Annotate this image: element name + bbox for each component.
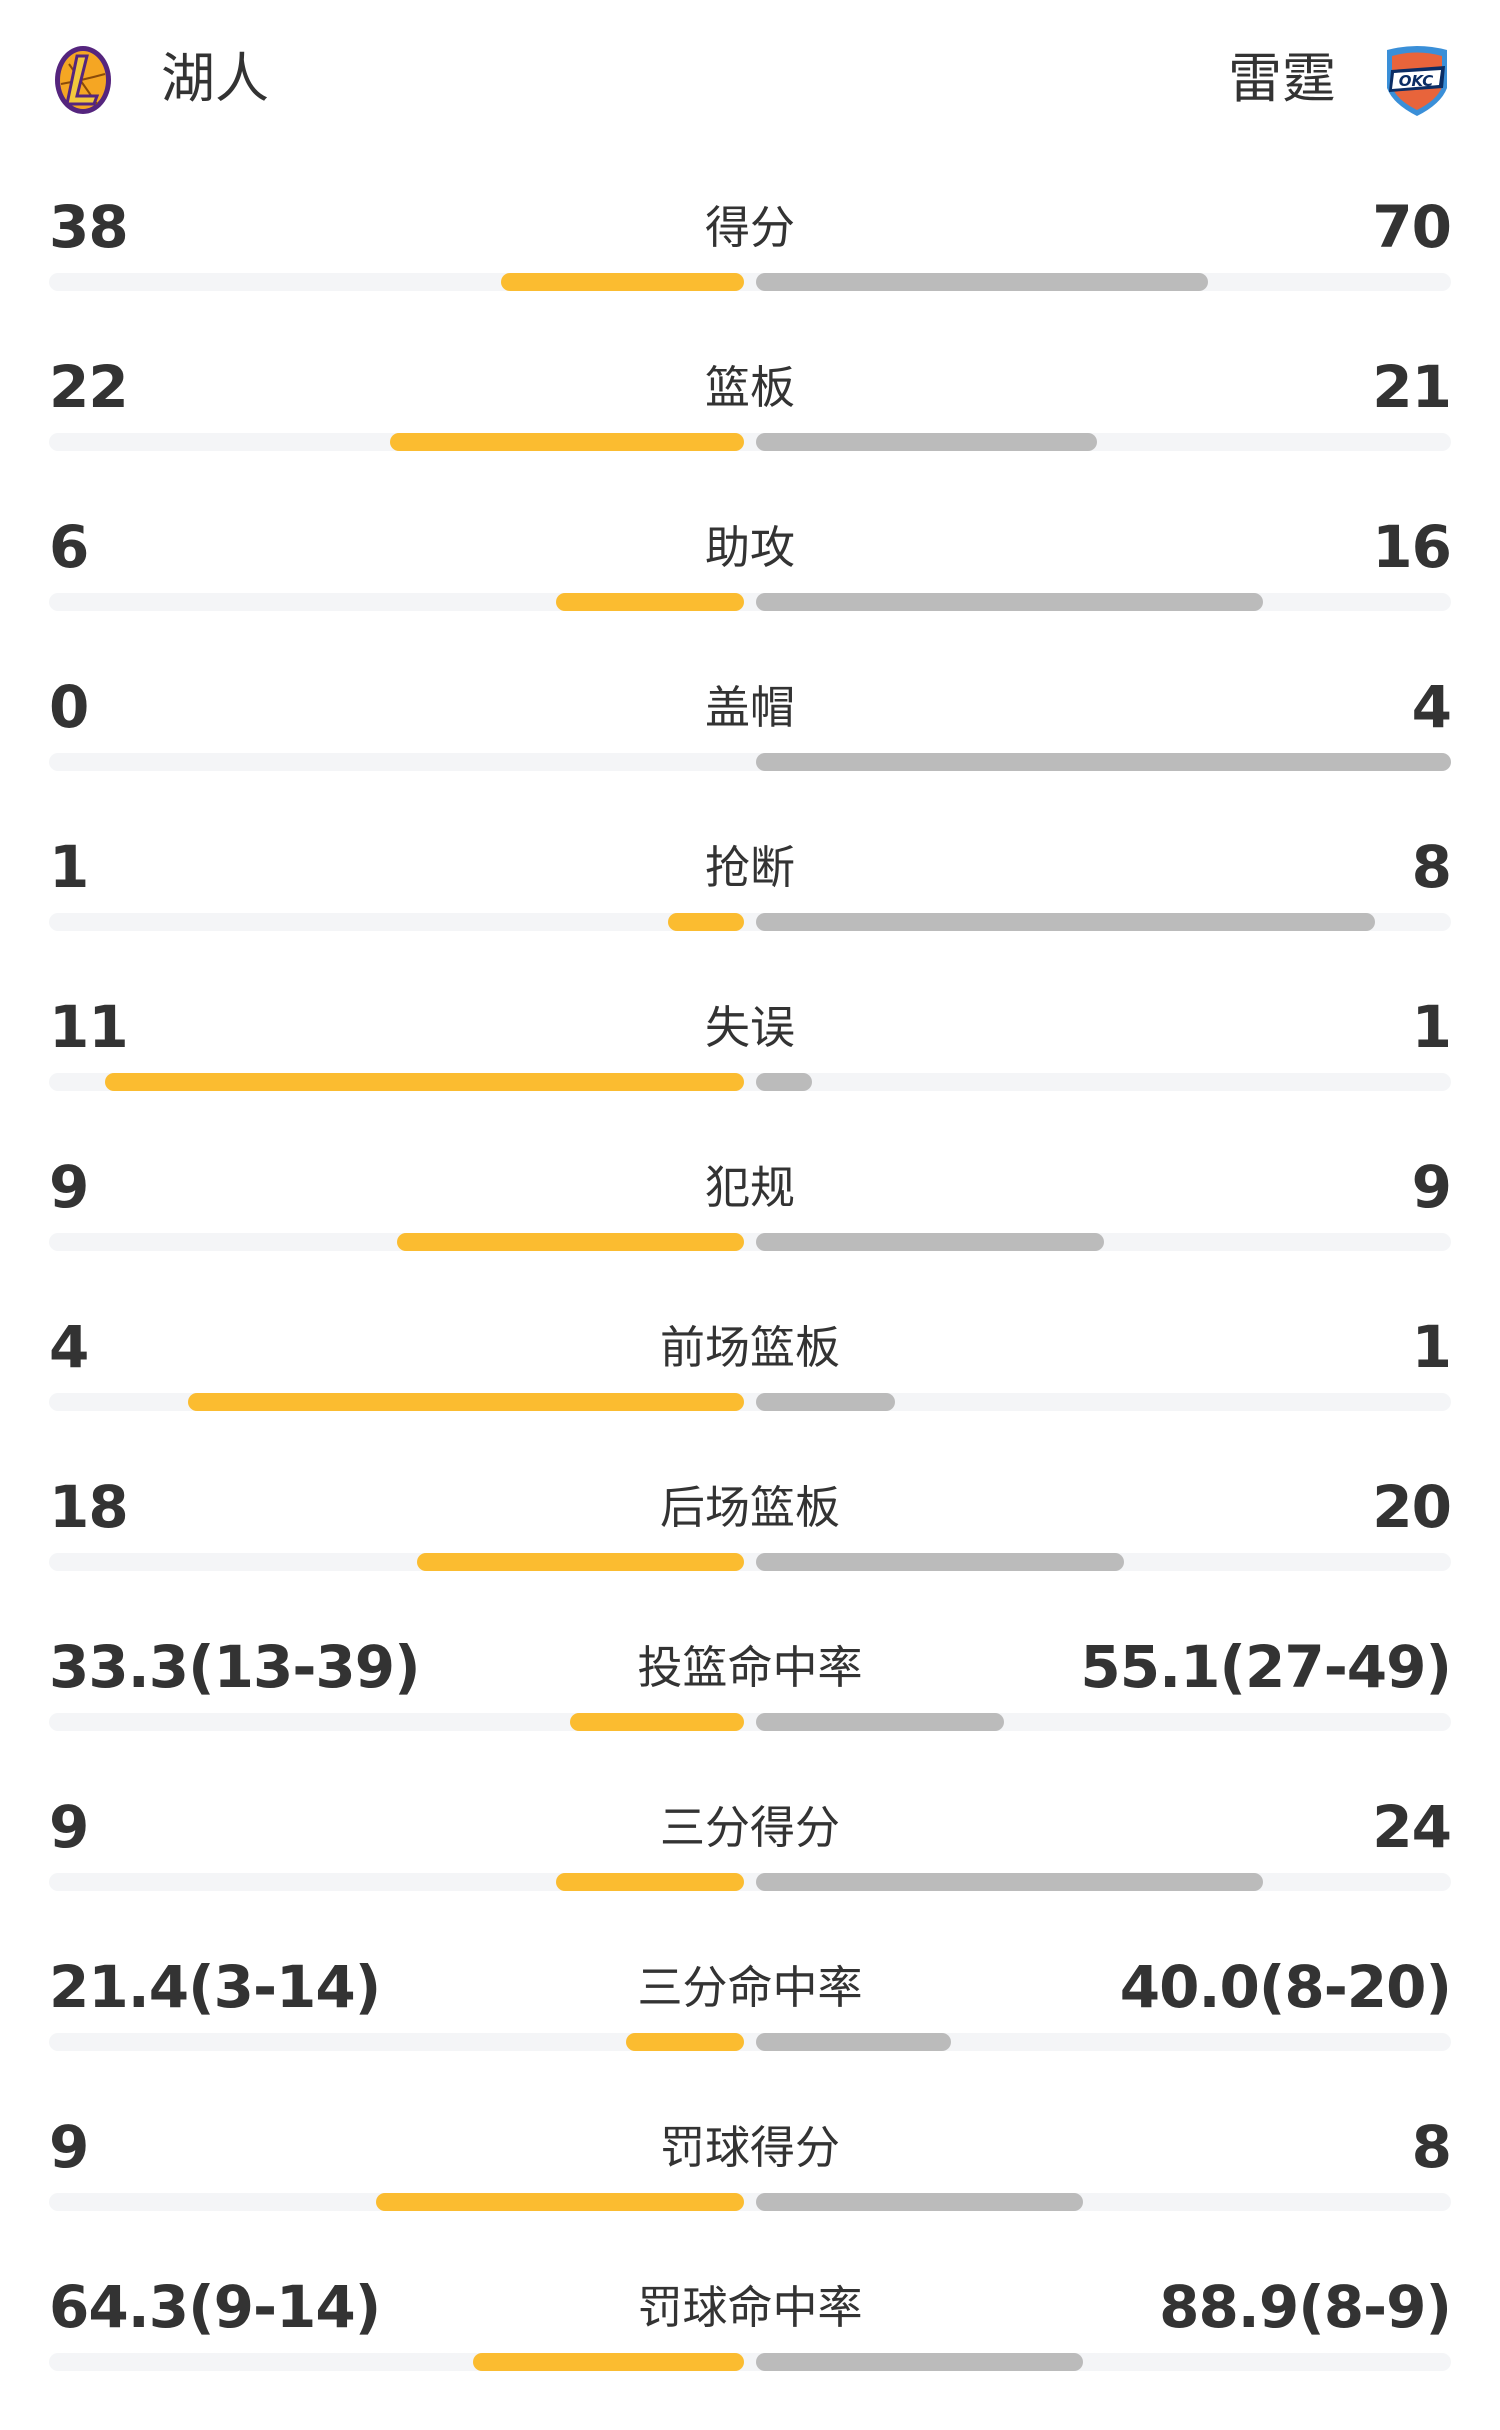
- stat-row: 9 罚球得分 8: [0, 2110, 1500, 2270]
- home-stat-bar: [625, 2033, 744, 2051]
- stat-row: 18 后场篮板 20: [0, 1470, 1500, 1630]
- stat-row: 64.3(9-14) 罚球命中率 88.9(8-9): [0, 2270, 1500, 2430]
- stat-label: 失误: [704, 1001, 795, 1054]
- home-stat-bar: [556, 1873, 744, 1891]
- away-stat-value: 24: [1372, 1793, 1452, 1861]
- home-stat-value: 9: [49, 1153, 89, 1221]
- stats-list: 38 得分 70 22 篮板 21 6 助攻 16 0 盖帽 4 1 抢断 8 11 失误 1 9 犯规 9 4 前场篮板 1…: [0, 190, 1500, 2430]
- stat-row: 1 抢断 8: [0, 830, 1500, 990]
- away-stat-bar: [756, 1713, 1005, 1731]
- away-team-name: 雷霆: [1228, 47, 1336, 110]
- home-stat-bar: [104, 1073, 744, 1091]
- stat-bar-track: [49, 2353, 1451, 2371]
- home-stat-value: 21.4(3-14): [49, 1953, 381, 2021]
- away-stat-value: 4: [1411, 673, 1452, 741]
- home-stat-value: 11: [49, 993, 129, 1061]
- stat-bar-track: [49, 2193, 1451, 2211]
- away-stat-value: 40.0(8-20): [1119, 1953, 1452, 2021]
- home-stat-value: 0: [49, 673, 89, 741]
- stat-row: 9 犯规 9: [0, 1150, 1500, 1310]
- away-stat-value: 55.1(27-49): [1080, 1633, 1452, 1701]
- away-stat-value: 9: [1411, 1153, 1452, 1221]
- stat-label: 篮板: [704, 361, 795, 414]
- home-stat-bar: [556, 593, 744, 611]
- home-stat-value: 18: [49, 1473, 129, 1541]
- stat-row: 6 助攻 16: [0, 510, 1500, 670]
- stat-bar-track: [49, 1553, 1451, 1571]
- stat-row: 4 前场篮板 1: [0, 1310, 1500, 1470]
- stat-row: 0 盖帽 4: [0, 670, 1500, 830]
- away-stat-value: 1: [1411, 993, 1452, 1061]
- stat-label: 罚球得分: [659, 2121, 840, 2174]
- stat-row: 38 得分 70: [0, 190, 1500, 350]
- stat-label: 前场篮板: [659, 1321, 840, 1374]
- stat-bar-track: [49, 2033, 1451, 2051]
- away-stat-bar: [756, 273, 1208, 291]
- stat-label: 三分得分: [659, 1801, 840, 1854]
- home-stat-bar: [417, 1553, 744, 1571]
- away-stat-value: 21: [1372, 353, 1452, 421]
- home-stat-bar: [188, 1393, 744, 1411]
- away-stat-bar: [756, 913, 1375, 931]
- home-stat-value: 22: [49, 353, 129, 421]
- svg-text:OKC: OKC: [1399, 72, 1433, 90]
- home-stat-value: 9: [49, 1793, 89, 1861]
- home-team-name: 湖人: [161, 47, 269, 110]
- home-stat-value: 1: [49, 833, 89, 901]
- okc-thunder-logo-icon: OKC: [1381, 44, 1453, 116]
- lakers-logo-icon: [47, 44, 119, 116]
- home-stat-value: 9: [49, 2113, 89, 2181]
- stat-bar-track: [49, 433, 1451, 451]
- away-stat-value: 70: [1372, 193, 1452, 261]
- away-stat-bar: [756, 2353, 1083, 2371]
- away-stat-bar: [756, 1553, 1125, 1571]
- away-stat-value: 88.9(8-9): [1159, 2273, 1452, 2341]
- stat-bar-track: [49, 1233, 1451, 1251]
- stat-label: 助攻: [704, 521, 795, 574]
- away-stat-bar: [756, 433, 1097, 451]
- stat-row: 21.4(3-14) 三分命中率 40.0(8-20): [0, 1950, 1500, 2110]
- away-stat-bar: [756, 1233, 1104, 1251]
- home-stat-bar: [396, 1233, 744, 1251]
- stat-row: 22 篮板 21: [0, 350, 1500, 510]
- away-stat-value: 1: [1411, 1313, 1452, 1381]
- stat-label: 盖帽: [704, 681, 795, 734]
- home-stat-bar: [389, 433, 744, 451]
- team-header: 湖人 雷霆 OKC: [0, 0, 1500, 160]
- away-stat-value: 8: [1411, 2113, 1452, 2181]
- stat-label: 罚球命中率: [637, 2281, 863, 2334]
- stat-bar-track: [49, 1713, 1451, 1731]
- away-stat-bar: [756, 1873, 1264, 1891]
- away-stat-bar: [756, 1393, 895, 1411]
- away-stat-bar: [756, 2033, 951, 2051]
- stat-row: 9 三分得分 24: [0, 1790, 1500, 1950]
- home-stat-bar: [667, 913, 744, 931]
- away-stat-value: 8: [1411, 833, 1452, 901]
- stat-label: 得分: [704, 201, 795, 254]
- home-stat-value: 4: [49, 1313, 89, 1381]
- home-stat-bar: [570, 1713, 744, 1731]
- home-stat-value: 64.3(9-14): [49, 2273, 381, 2341]
- home-stat-bar: [500, 273, 744, 291]
- stat-label: 三分命中率: [637, 1961, 863, 2014]
- away-stat-bar: [756, 1073, 812, 1091]
- stat-row: 33.3(13-39) 投篮命中率 55.1(27-49): [0, 1630, 1500, 1790]
- stat-bar-track: [49, 273, 1451, 291]
- stat-label: 后场篮板: [659, 1481, 840, 1534]
- stat-label: 投篮命中率: [637, 1641, 863, 1694]
- stat-label: 犯规: [704, 1161, 795, 1214]
- home-stat-value: 33.3(13-39): [49, 1633, 421, 1701]
- stat-label: 抢断: [704, 841, 795, 894]
- home-stat-value: 38: [49, 193, 129, 261]
- home-stat-bar: [472, 2353, 744, 2371]
- stat-row: 11 失误 1: [0, 990, 1500, 1150]
- away-stat-bar: [756, 753, 1451, 771]
- away-stat-bar: [756, 593, 1264, 611]
- away-stat-bar: [756, 2193, 1083, 2211]
- home-stat-bar: [375, 2193, 744, 2211]
- away-stat-value: 20: [1372, 1473, 1452, 1541]
- home-stat-value: 6: [49, 513, 89, 581]
- away-stat-value: 16: [1372, 513, 1452, 581]
